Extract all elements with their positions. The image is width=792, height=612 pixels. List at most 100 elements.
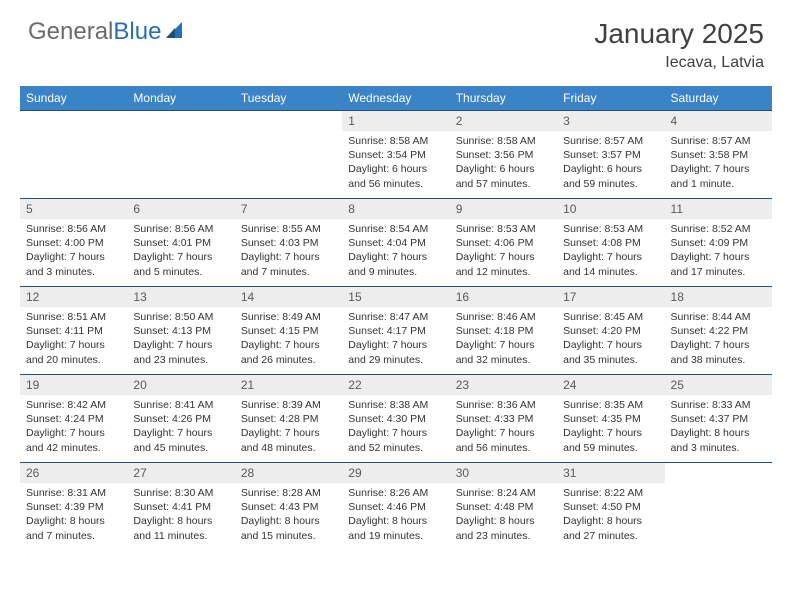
sunrise-text: Sunrise: 8:53 AM	[563, 222, 658, 236]
calendar-head: SundayMondayTuesdayWednesdayThursdayFrid…	[20, 86, 772, 111]
weekday-header: Monday	[127, 86, 234, 111]
calendar-day-cell: .	[127, 111, 234, 199]
calendar-day-cell: 11Sunrise: 8:52 AMSunset: 4:09 PMDayligh…	[665, 199, 772, 287]
calendar-body: ...1Sunrise: 8:58 AMSunset: 3:54 PMDayli…	[20, 111, 772, 551]
sunrise-text: Sunrise: 8:33 AM	[671, 398, 766, 412]
calendar-day-cell: 10Sunrise: 8:53 AMSunset: 4:08 PMDayligh…	[557, 199, 664, 287]
calendar-week-row: 19Sunrise: 8:42 AMSunset: 4:24 PMDayligh…	[20, 375, 772, 463]
day-number: 21	[235, 375, 342, 395]
sunset-text: Sunset: 4:33 PM	[456, 412, 551, 426]
day-details: Sunrise: 8:56 AMSunset: 4:00 PMDaylight:…	[20, 219, 127, 283]
sunrise-text: Sunrise: 8:55 AM	[241, 222, 336, 236]
calendar-day-cell: 2Sunrise: 8:58 AMSunset: 3:56 PMDaylight…	[450, 111, 557, 199]
day-details: Sunrise: 8:51 AMSunset: 4:11 PMDaylight:…	[20, 307, 127, 371]
sunset-text: Sunset: 4:18 PM	[456, 324, 551, 338]
calendar-day-cell: 28Sunrise: 8:28 AMSunset: 4:43 PMDayligh…	[235, 463, 342, 551]
header: GeneralBlue January 2025 Iecava, Latvia	[0, 0, 792, 78]
daylight-text: Daylight: 7 hours and 29 minutes.	[348, 338, 443, 366]
calendar-day-cell: 29Sunrise: 8:26 AMSunset: 4:46 PMDayligh…	[342, 463, 449, 551]
daylight-text: Daylight: 7 hours and 35 minutes.	[563, 338, 658, 366]
sunset-text: Sunset: 4:11 PM	[26, 324, 121, 338]
daylight-text: Daylight: 8 hours and 7 minutes.	[26, 514, 121, 542]
sunset-text: Sunset: 4:35 PM	[563, 412, 658, 426]
calendar-day-cell: 5Sunrise: 8:56 AMSunset: 4:00 PMDaylight…	[20, 199, 127, 287]
calendar-day-cell: 18Sunrise: 8:44 AMSunset: 4:22 PMDayligh…	[665, 287, 772, 375]
sunrise-text: Sunrise: 8:53 AM	[456, 222, 551, 236]
daylight-text: Daylight: 8 hours and 15 minutes.	[241, 514, 336, 542]
sunrise-text: Sunrise: 8:57 AM	[563, 134, 658, 148]
calendar-day-cell: 31Sunrise: 8:22 AMSunset: 4:50 PMDayligh…	[557, 463, 664, 551]
calendar-day-cell: 26Sunrise: 8:31 AMSunset: 4:39 PMDayligh…	[20, 463, 127, 551]
day-number: 23	[450, 375, 557, 395]
day-number: 19	[20, 375, 127, 395]
calendar-day-cell: 20Sunrise: 8:41 AMSunset: 4:26 PMDayligh…	[127, 375, 234, 463]
calendar-day-cell: 30Sunrise: 8:24 AMSunset: 4:48 PMDayligh…	[450, 463, 557, 551]
sunrise-text: Sunrise: 8:45 AM	[563, 310, 658, 324]
sunset-text: Sunset: 4:00 PM	[26, 236, 121, 250]
daylight-text: Daylight: 7 hours and 3 minutes.	[26, 250, 121, 278]
sunrise-text: Sunrise: 8:50 AM	[133, 310, 228, 324]
weekday-header: Wednesday	[342, 86, 449, 111]
sunrise-text: Sunrise: 8:38 AM	[348, 398, 443, 412]
day-number: 22	[342, 375, 449, 395]
calendar-day-cell: 22Sunrise: 8:38 AMSunset: 4:30 PMDayligh…	[342, 375, 449, 463]
title-block: January 2025 Iecava, Latvia	[594, 18, 764, 72]
day-details: Sunrise: 8:38 AMSunset: 4:30 PMDaylight:…	[342, 395, 449, 459]
brand-word-1: General	[28, 18, 113, 45]
sunrise-text: Sunrise: 8:41 AM	[133, 398, 228, 412]
daylight-text: Daylight: 7 hours and 38 minutes.	[671, 338, 766, 366]
day-number: 18	[665, 287, 772, 307]
weekday-header: Sunday	[20, 86, 127, 111]
sunset-text: Sunset: 4:46 PM	[348, 500, 443, 514]
sunset-text: Sunset: 3:54 PM	[348, 148, 443, 162]
day-number: 5	[20, 199, 127, 219]
day-number: 30	[450, 463, 557, 483]
sunrise-text: Sunrise: 8:46 AM	[456, 310, 551, 324]
daylight-text: Daylight: 7 hours and 59 minutes.	[563, 426, 658, 454]
sunrise-text: Sunrise: 8:54 AM	[348, 222, 443, 236]
calendar-day-cell: 17Sunrise: 8:45 AMSunset: 4:20 PMDayligh…	[557, 287, 664, 375]
daylight-text: Daylight: 7 hours and 56 minutes.	[456, 426, 551, 454]
sunset-text: Sunset: 4:13 PM	[133, 324, 228, 338]
weekday-header: Friday	[557, 86, 664, 111]
sunrise-text: Sunrise: 8:39 AM	[241, 398, 336, 412]
calendar-week-row: 26Sunrise: 8:31 AMSunset: 4:39 PMDayligh…	[20, 463, 772, 551]
sunset-text: Sunset: 4:15 PM	[241, 324, 336, 338]
day-number: 28	[235, 463, 342, 483]
sunrise-text: Sunrise: 8:51 AM	[26, 310, 121, 324]
calendar-day-cell: 15Sunrise: 8:47 AMSunset: 4:17 PMDayligh…	[342, 287, 449, 375]
day-number: 12	[20, 287, 127, 307]
sunset-text: Sunset: 4:43 PM	[241, 500, 336, 514]
sunset-text: Sunset: 4:17 PM	[348, 324, 443, 338]
day-number: 31	[557, 463, 664, 483]
sunrise-text: Sunrise: 8:58 AM	[456, 134, 551, 148]
day-number: 9	[450, 199, 557, 219]
sunrise-text: Sunrise: 8:30 AM	[133, 486, 228, 500]
day-details: Sunrise: 8:58 AMSunset: 3:56 PMDaylight:…	[450, 131, 557, 195]
calendar-table: SundayMondayTuesdayWednesdayThursdayFrid…	[20, 86, 772, 551]
daylight-text: Daylight: 7 hours and 52 minutes.	[348, 426, 443, 454]
day-number: 20	[127, 375, 234, 395]
sunset-text: Sunset: 4:01 PM	[133, 236, 228, 250]
day-number: 4	[665, 111, 772, 131]
weekday-header: Tuesday	[235, 86, 342, 111]
sunset-text: Sunset: 4:48 PM	[456, 500, 551, 514]
weekday-header: Thursday	[450, 86, 557, 111]
daylight-text: Daylight: 8 hours and 23 minutes.	[456, 514, 551, 542]
day-details: Sunrise: 8:50 AMSunset: 4:13 PMDaylight:…	[127, 307, 234, 371]
calendar-week-row: 12Sunrise: 8:51 AMSunset: 4:11 PMDayligh…	[20, 287, 772, 375]
daylight-text: Daylight: 7 hours and 14 minutes.	[563, 250, 658, 278]
day-details: Sunrise: 8:39 AMSunset: 4:28 PMDaylight:…	[235, 395, 342, 459]
day-details: Sunrise: 8:41 AMSunset: 4:26 PMDaylight:…	[127, 395, 234, 459]
day-details: Sunrise: 8:57 AMSunset: 3:57 PMDaylight:…	[557, 131, 664, 195]
day-details: Sunrise: 8:54 AMSunset: 4:04 PMDaylight:…	[342, 219, 449, 283]
daylight-text: Daylight: 7 hours and 48 minutes.	[241, 426, 336, 454]
calendar-day-cell: .	[235, 111, 342, 199]
day-details: Sunrise: 8:24 AMSunset: 4:48 PMDaylight:…	[450, 483, 557, 547]
calendar-day-cell: 7Sunrise: 8:55 AMSunset: 4:03 PMDaylight…	[235, 199, 342, 287]
day-number: 1	[342, 111, 449, 131]
daylight-text: Daylight: 7 hours and 12 minutes.	[456, 250, 551, 278]
calendar-day-cell: 25Sunrise: 8:33 AMSunset: 4:37 PMDayligh…	[665, 375, 772, 463]
day-number: 11	[665, 199, 772, 219]
sunset-text: Sunset: 4:50 PM	[563, 500, 658, 514]
